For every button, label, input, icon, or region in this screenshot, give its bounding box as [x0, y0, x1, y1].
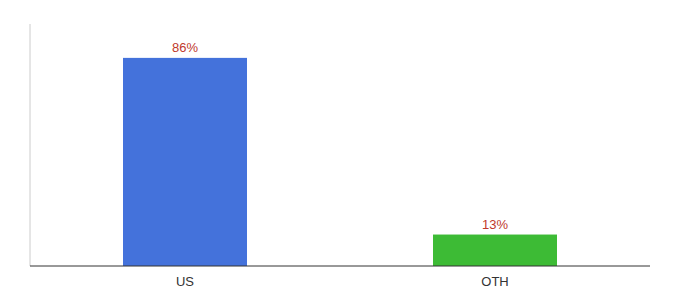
bar	[123, 58, 247, 266]
data-label: 13%	[482, 217, 508, 232]
y-axis-line	[30, 24, 31, 266]
bars	[123, 58, 557, 266]
x-tick-label: US	[176, 274, 194, 289]
chart-container: US OTH 86% 13%	[0, 0, 680, 300]
chart-svg: US OTH 86% 13%	[0, 0, 680, 300]
bar	[433, 235, 557, 266]
x-axis-line	[30, 266, 650, 267]
x-tick-label: OTH	[481, 274, 508, 289]
data-label: 86%	[172, 40, 198, 55]
